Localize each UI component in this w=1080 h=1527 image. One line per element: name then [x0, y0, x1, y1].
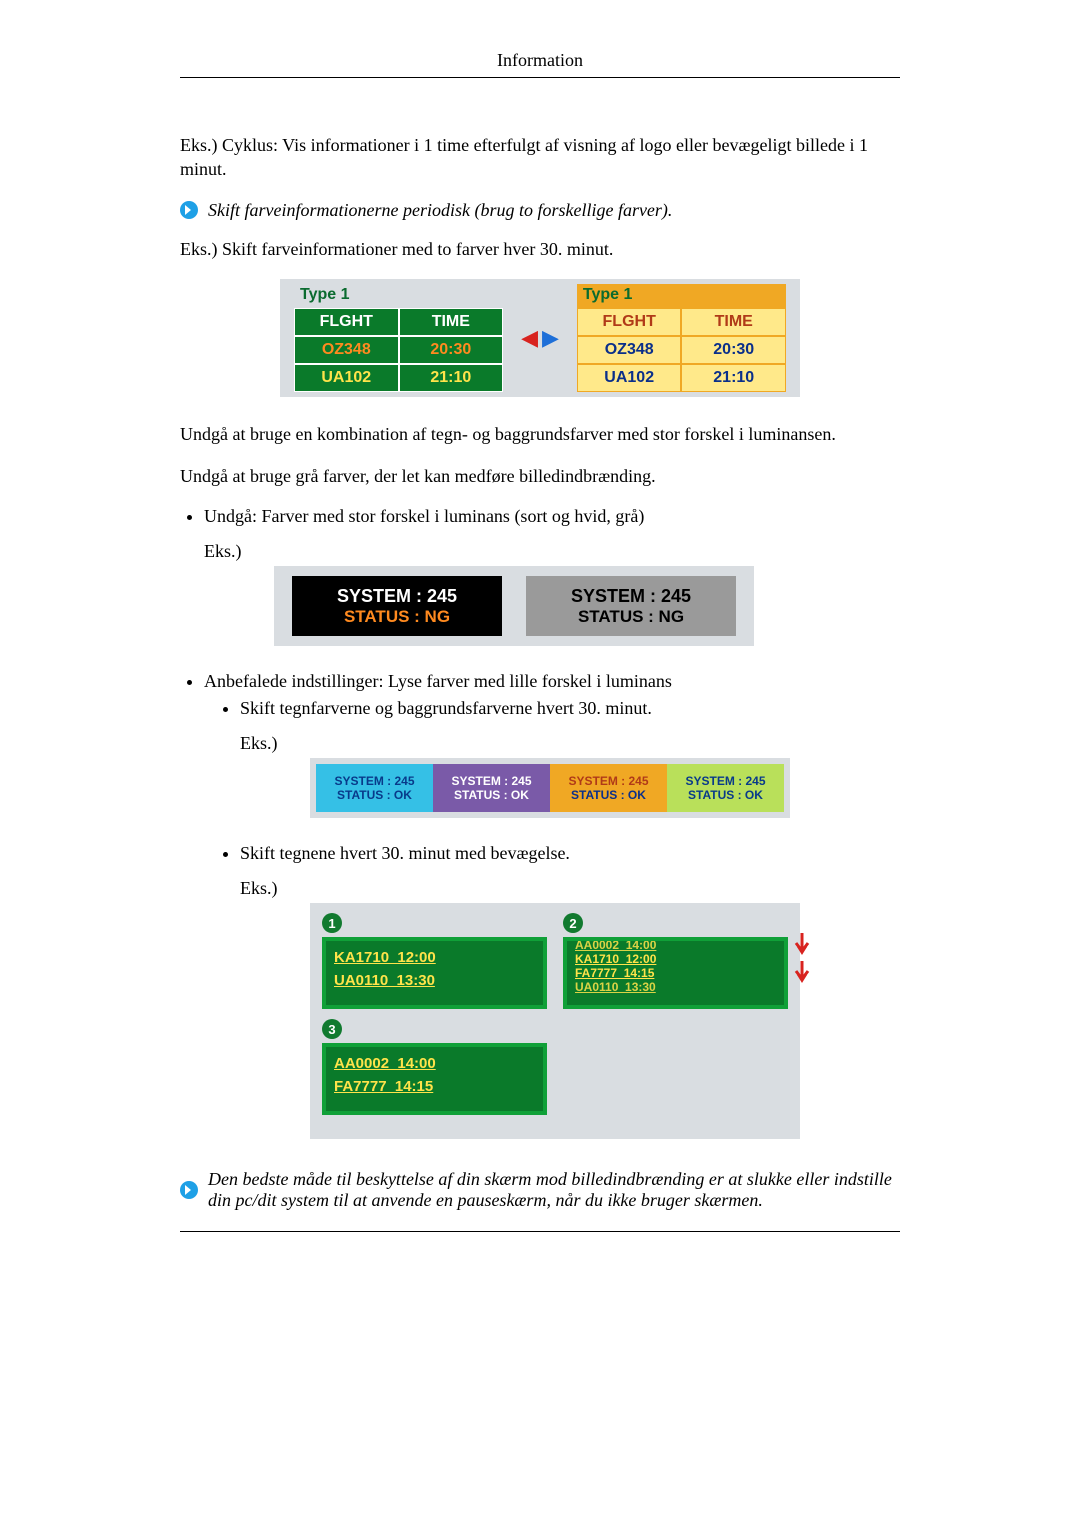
- eks-label: Eks.): [240, 733, 900, 754]
- paragraph-eks-colors: Eks.) Skift farveinformationer med to fa…: [180, 237, 900, 261]
- sub-bullet-switch-colors: Skift tegnfarverne og baggrundsfarverne …: [240, 698, 900, 818]
- figure-system-status-bw: SYSTEM : 245STATUS : NGSYSTEM : 245STATU…: [274, 566, 754, 646]
- figure-system-status-color: SYSTEM : 245STATUS : OKSYSTEM : 245STATU…: [310, 758, 790, 818]
- figure-flight-tables: Type 1FLGHTTIMEOZ34820:30UA10221:10 ◀▶ T…: [280, 279, 800, 397]
- flight-table-left: Type 1FLGHTTIMEOZ34820:30UA10221:10: [294, 284, 503, 392]
- bullet-list-avoid: Undgå: Farver med stor forskel i luminan…: [204, 506, 900, 1139]
- page-header: Information: [180, 50, 900, 78]
- note-text: Den bedste måde til beskyttelse af din s…: [208, 1169, 900, 1211]
- paragraph-grey: Undgå at bruge grå farver, der let kan m…: [180, 464, 900, 488]
- sub-bullet-switch-chars: Skift tegnene hvert 30. minut med bevæge…: [240, 843, 900, 1139]
- note-best-protection: Den bedste måde til beskyttelse af din s…: [180, 1169, 900, 1211]
- arrow-bullet-icon: [180, 1181, 198, 1199]
- arrow-bullet-icon: [180, 201, 198, 219]
- footer-rule: [180, 1231, 900, 1232]
- note-text: Skift farveinformationerne periodisk (br…: [208, 200, 672, 221]
- bullet-recommended: Anbefalede indstillinger: Lyse farver me…: [204, 671, 900, 1139]
- sub-bullet-list: Skift tegnfarverne og baggrundsfarverne …: [240, 698, 900, 1139]
- paragraph-cycle: Eks.) Cyklus: Vis informationer i 1 time…: [180, 133, 900, 182]
- note-color-switch: Skift farveinformationerne periodisk (br…: [180, 200, 900, 221]
- bullet-avoid-contrast: Undgå: Farver med stor forskel i luminan…: [204, 506, 900, 646]
- eks-label: Eks.): [204, 541, 900, 562]
- eks-label: Eks.): [240, 878, 900, 899]
- page: Information Eks.) Cyklus: Vis informatio…: [180, 0, 900, 1211]
- flight-table-right: Type 1FLGHTTIMEOZ34820:30UA10221:10: [577, 284, 786, 392]
- switch-arrows-icon: ◀▶: [521, 325, 559, 351]
- figure-scrolling-panels: 1KA1710 12:00UA0110 13:302AA0002 14:00KA…: [310, 903, 800, 1139]
- paragraph-luminance: Undgå at bruge en kombination af tegn- o…: [180, 422, 900, 446]
